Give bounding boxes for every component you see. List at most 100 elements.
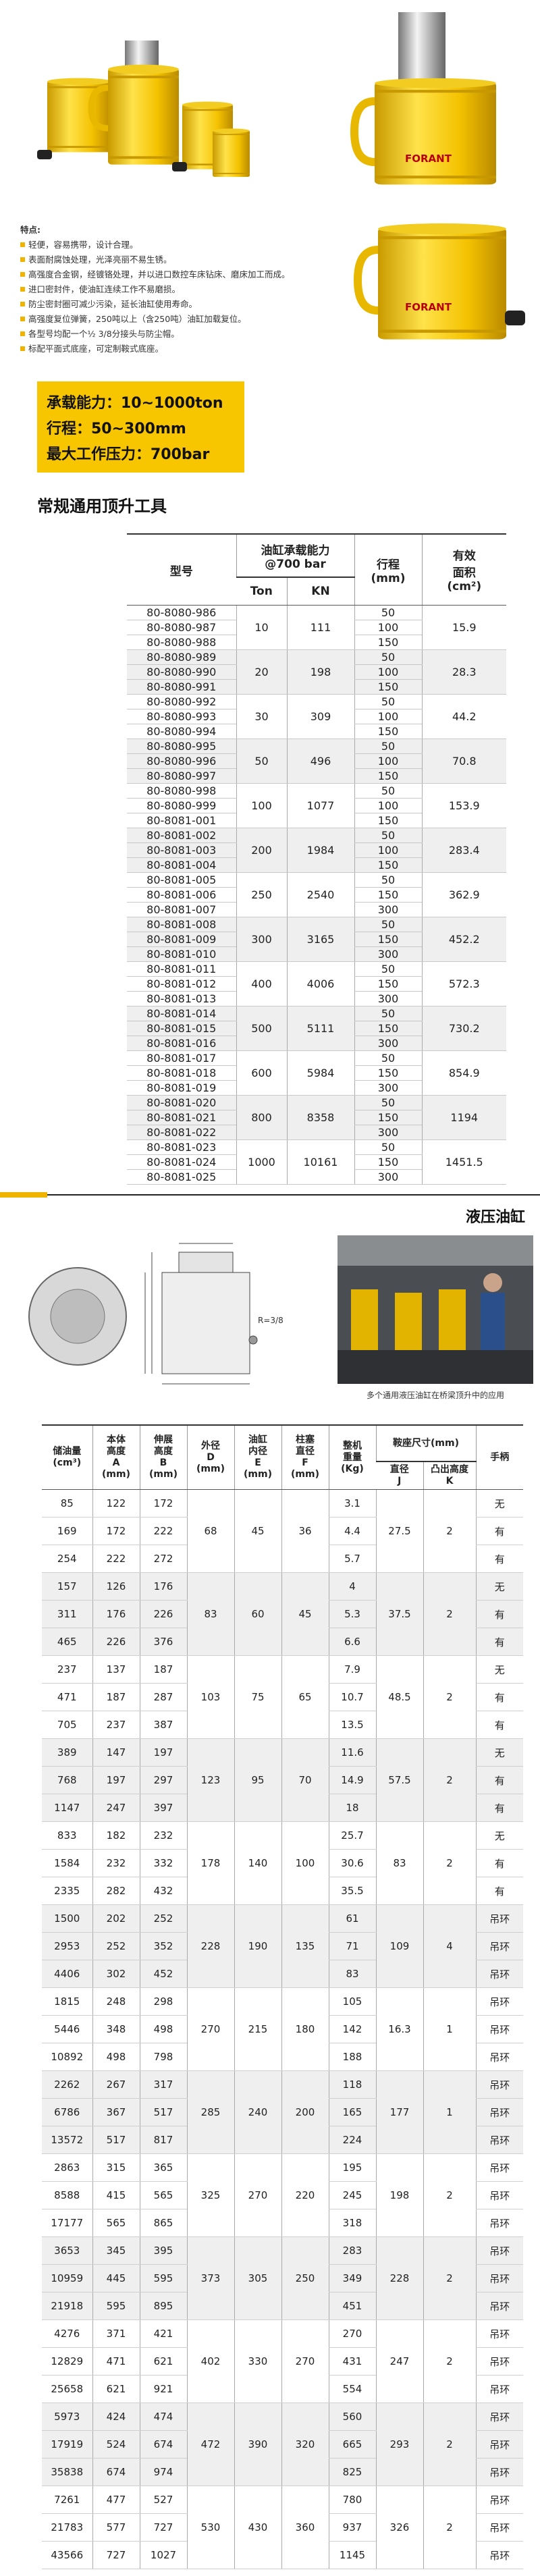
a-cell: 197 bbox=[92, 1766, 140, 1794]
oil-cell: 311 bbox=[42, 1600, 92, 1628]
features: 特点: 轻便，容易携带，设计合理。 表面耐腐蚀处理，光泽亮丽不易生锈。 高强度合金钢，… bbox=[20, 223, 358, 356]
model-cell: 80-8080-997 bbox=[127, 768, 236, 784]
oil-cell: 85 bbox=[42, 1489, 92, 1518]
header-k-line: K bbox=[446, 1476, 454, 1486]
k-cell: 2 bbox=[423, 2486, 477, 2569]
stroke-cell: 150 bbox=[354, 635, 422, 650]
a-cell: 302 bbox=[92, 1960, 140, 1988]
table-row: 2335 282 432 35.5 有 bbox=[42, 1877, 524, 1905]
kn-cell: 10161 bbox=[286, 1139, 354, 1185]
stroke-cell: 300 bbox=[354, 1036, 422, 1051]
b-cell: 287 bbox=[139, 1683, 187, 1711]
area-cell: 1451.5 bbox=[421, 1139, 506, 1185]
area-cell: 1194 bbox=[421, 1095, 506, 1140]
handle-cell: 吊环 bbox=[475, 2347, 524, 2376]
a-cell: 248 bbox=[92, 1987, 140, 2016]
table-row: 80-8080-995 50 496 50 70.8 bbox=[127, 739, 506, 784]
table-row: 157 126 176 83 60 45 4 37.5 2 无 bbox=[42, 1572, 524, 1656]
header-w-line: 整机 bbox=[343, 1440, 362, 1451]
header-model: 型号 bbox=[127, 533, 236, 606]
a-cell: 471 bbox=[92, 2347, 140, 2376]
f-cell: 36 bbox=[281, 1489, 329, 1573]
oil-cell: 4276 bbox=[42, 2319, 92, 2348]
table-row: 80-8081-018 150 bbox=[127, 1065, 506, 1081]
oil-cell: 4406 bbox=[42, 1960, 92, 1988]
header-d-line: (mm) bbox=[196, 1463, 225, 1474]
handle-cell: 有 bbox=[475, 1711, 524, 1739]
oil-cell: 12829 bbox=[42, 2347, 92, 2376]
table-row: 80-8080-996 100 bbox=[127, 753, 506, 769]
stroke-cell: 50 bbox=[354, 1050, 422, 1066]
oil-cell: 768 bbox=[42, 1766, 92, 1794]
stroke-cell: 150 bbox=[354, 1110, 422, 1125]
header-oil: 储油量 (cm³) bbox=[42, 1424, 92, 1490]
weight-cell: 560 bbox=[328, 2403, 376, 2431]
feature-item: 各型号均配一个½ 3/8分接头与防尘帽。 bbox=[20, 327, 358, 342]
j-cell: 48.5 bbox=[375, 1655, 423, 1739]
j-cell: 57.5 bbox=[375, 1738, 423, 1822]
f-cell: 70 bbox=[281, 1738, 329, 1822]
table-row: 80-8081-010 300 bbox=[127, 946, 506, 962]
table-row: 1584 232 332 30.6 有 bbox=[42, 1849, 524, 1877]
oil-cell: 157 bbox=[42, 1572, 92, 1601]
kn-cell: 8358 bbox=[286, 1095, 354, 1140]
table-row: 80-8081-019 300 bbox=[127, 1080, 506, 1096]
header-e-line: E bbox=[254, 1457, 261, 1468]
e-cell: 430 bbox=[234, 2486, 281, 2569]
area-cell: 730.2 bbox=[421, 1006, 506, 1051]
b-cell: 565 bbox=[139, 2181, 187, 2209]
b-cell: 187 bbox=[139, 1655, 187, 1684]
handle-cell: 无 bbox=[475, 1489, 524, 1518]
b-cell: 474 bbox=[139, 2403, 187, 2431]
table-row: 21783 577 727 937 吊环 bbox=[42, 2513, 524, 2542]
header-f-line: F bbox=[302, 1457, 308, 1468]
photo-caption: 多个通用液压油缸在桥梁顶升中的应用 bbox=[366, 1391, 504, 1400]
header-j-line: 直径 bbox=[389, 1464, 409, 1475]
header-b-line: 高度 bbox=[154, 1446, 173, 1457]
oil-cell: 169 bbox=[42, 1517, 92, 1545]
weight-cell: 61 bbox=[328, 1904, 376, 1933]
b-cell: 197 bbox=[139, 1738, 187, 1767]
a-cell: 137 bbox=[92, 1655, 140, 1684]
b-cell: 317 bbox=[139, 2070, 187, 2099]
e-cell: 140 bbox=[234, 1821, 281, 1905]
feature-item: 表面耐腐蚀处理，光泽亮丽不易生锈。 bbox=[20, 252, 358, 267]
table-row: 80-8081-004 150 bbox=[127, 857, 506, 873]
cylinder bbox=[375, 78, 496, 185]
oil-cell: 10892 bbox=[42, 2043, 92, 2071]
model-cell: 80-8081-011 bbox=[127, 961, 236, 977]
weight-cell: 780 bbox=[328, 2486, 376, 2514]
weight-cell: 224 bbox=[328, 2126, 376, 2154]
handle-cell: 吊环 bbox=[475, 2375, 524, 2403]
header-saddle: 鞍座尺寸(mm) bbox=[375, 1424, 477, 1462]
table-row: 25658 621 921 554 吊环 bbox=[42, 2375, 524, 2403]
model-cell: 80-8081-008 bbox=[127, 917, 236, 932]
d-cell: 103 bbox=[186, 1655, 234, 1739]
weight-cell: 1145 bbox=[328, 2541, 376, 2569]
kn-cell: 5111 bbox=[286, 1006, 354, 1051]
model-cell: 80-8080-994 bbox=[127, 724, 236, 739]
k-cell: 2 bbox=[423, 1738, 477, 1822]
spec-line: 行程：50~300mm bbox=[47, 421, 186, 437]
table-row: 80-8081-024 150 bbox=[127, 1154, 506, 1170]
stroke-cell: 100 bbox=[354, 798, 422, 813]
a-cell: 367 bbox=[92, 2098, 140, 2126]
header-row: 直径 J 凸出高度 K bbox=[42, 1461, 523, 1490]
b-cell: 865 bbox=[139, 2209, 187, 2237]
oil-cell: 35838 bbox=[42, 2458, 92, 2486]
table-row: 80-8081-012 150 bbox=[127, 976, 506, 992]
header-stroke-line: 行程 bbox=[377, 558, 400, 572]
model-cell: 80-8081-013 bbox=[127, 991, 236, 1007]
table-row: 80-8081-008 300 3165 50 452.2 bbox=[127, 917, 506, 962]
side-view bbox=[144, 1243, 258, 1385]
f-cell: 360 bbox=[281, 2486, 329, 2569]
b-cell: 176 bbox=[139, 1572, 187, 1601]
b-cell: 332 bbox=[139, 1849, 187, 1877]
diagram-label: R=3/8 bbox=[258, 1316, 284, 1325]
area-cell: 70.8 bbox=[421, 739, 506, 784]
d-cell: 270 bbox=[186, 1987, 234, 2071]
b-cell: 222 bbox=[139, 1517, 187, 1545]
ton-cell: 10 bbox=[236, 605, 287, 650]
header-f-line: 直径 bbox=[296, 1446, 315, 1457]
handle-cell: 有 bbox=[475, 1545, 524, 1573]
